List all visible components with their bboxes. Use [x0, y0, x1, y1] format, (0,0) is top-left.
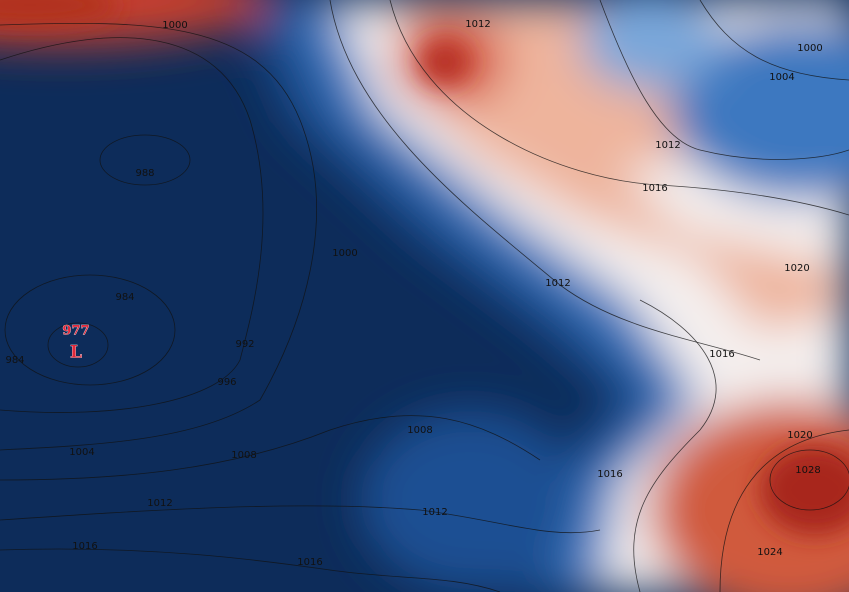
isobar-label: 1000	[797, 43, 822, 54]
isobar-label: 1012	[655, 140, 680, 151]
isobar-label: 1020	[787, 430, 812, 441]
isobar	[599, 0, 849, 160]
isobar-label: 1004	[769, 72, 794, 83]
field-blue-northeast-2	[580, 0, 720, 90]
temperature-cores	[0, 0, 849, 535]
core-red-southeast	[760, 445, 849, 535]
field-blue-northeast	[670, 20, 849, 200]
isobar	[0, 548, 501, 592]
isobar	[633, 299, 717, 592]
isobar	[719, 429, 849, 592]
isobar-label: 1012	[545, 278, 570, 289]
isobar-label: 1028	[795, 465, 820, 476]
isobar-label: 1012	[147, 498, 172, 509]
core-red-norway	[420, 40, 470, 84]
isobar	[0, 37, 264, 413]
isobar-label: 1000	[332, 248, 357, 259]
isobar	[4, 274, 176, 386]
isobar-label: 1008	[407, 425, 432, 436]
isobar-label: 1016	[642, 183, 667, 194]
isobar-labels: 1016 1016 1024 1028 1020 1016 1012 1012 1008 1004…	[5, 19, 822, 568]
isobar-label: 1004	[69, 447, 94, 458]
isobar-label: 1012	[422, 507, 447, 518]
isobar-label: 992	[235, 339, 254, 350]
isobar-label: 1016	[597, 469, 622, 480]
isobar-label: 984	[5, 355, 24, 366]
isobar-label: 988	[135, 168, 154, 179]
isobar	[769, 449, 849, 511]
isobar-label: 984	[115, 292, 134, 303]
isobar-label: 1020	[784, 263, 809, 274]
isobar-label: 1024	[757, 547, 782, 558]
core-red-northwest	[0, 0, 120, 25]
isobar-label: 1016	[72, 541, 97, 552]
field-blue-italy	[360, 410, 580, 590]
isobar-label: 1012	[465, 19, 490, 30]
isobar-label: 996	[217, 377, 236, 388]
isobar	[699, 0, 849, 81]
isobar	[47, 322, 109, 368]
isobar-label: 1016	[297, 557, 322, 568]
low-pressure-value: 977	[62, 324, 89, 339]
isobar-label: 1016	[709, 349, 734, 360]
isobar	[389, 0, 849, 216]
isobar	[0, 22, 317, 451]
low-pressure-symbol: L	[70, 343, 82, 363]
isobar	[0, 415, 541, 481]
isobar	[329, 0, 761, 361]
isobar	[99, 134, 191, 186]
field-pink	[390, 0, 849, 330]
isobar-label: 1008	[231, 450, 256, 461]
isobar-label: 1000	[162, 20, 187, 31]
isobar	[0, 505, 601, 534]
